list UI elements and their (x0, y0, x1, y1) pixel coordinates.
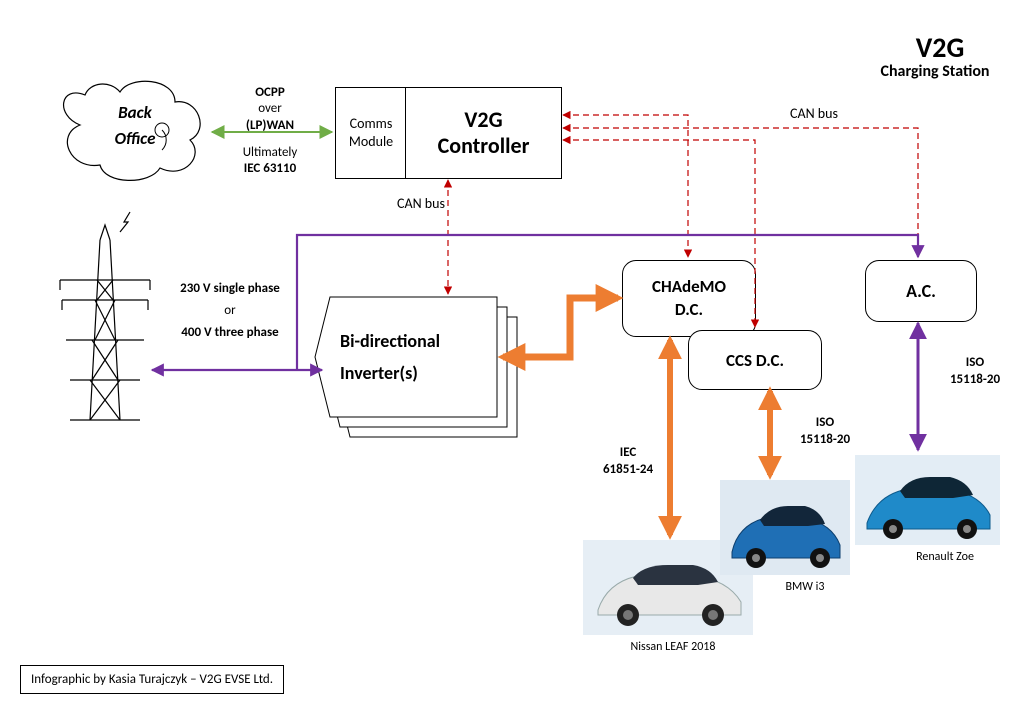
iec61851-label: IEC 61851-24 (588, 445, 668, 479)
ac-box: A.C. (865, 260, 977, 322)
page-subtitle: Charging Station (855, 62, 1015, 81)
ocpp-label-2: Ultimately IEC 63110 (215, 145, 325, 178)
comms-module-box: Comms Module (335, 87, 407, 179)
chademo-box: CHAdeMO D.C. (622, 260, 756, 337)
grid-label: 230 V single phase or 400 V three phase (150, 278, 310, 344)
title-main: V2G (916, 30, 965, 65)
ccs-box: CCS D.C. (688, 330, 822, 390)
car-zoe (855, 455, 1000, 545)
credit-box: Infographic by Kasia Turajczyk – V2G EVS… (20, 665, 284, 694)
car-leaf-caption: Nissan LEAF 2018 (598, 640, 748, 654)
canbus-top-label: CAN bus (790, 105, 838, 122)
iso-ccs-label: ISO 15118-20 (785, 415, 865, 449)
v2g-controller-box: V2G Controller (405, 87, 562, 179)
page-title: V2G (880, 30, 1000, 65)
ocpp-label: OCPP over (LP)WAN (215, 85, 325, 134)
canbus-mid-label: CAN bus (397, 195, 445, 212)
car-bmw-caption: BMW i3 (755, 580, 855, 594)
inverter-label: Bi-directional Inverter(s) (340, 325, 495, 390)
back-office-label: Back Office (95, 100, 175, 151)
car-bmw (720, 480, 850, 575)
iso-ac-label: ISO 15118-20 (935, 355, 1015, 389)
car-zoe-caption: Renault Zoe (885, 550, 1005, 564)
